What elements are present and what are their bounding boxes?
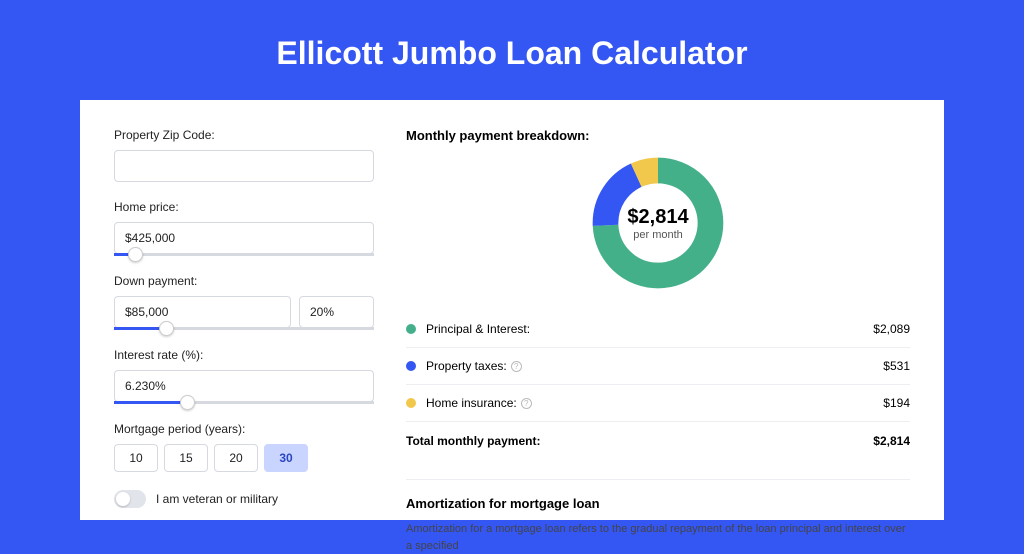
form-column: Property Zip Code: Home price: Down paym… xyxy=(114,128,374,520)
legend-label: Property taxes:? xyxy=(426,359,883,373)
legend-value: $194 xyxy=(883,396,910,410)
total-value: $2,814 xyxy=(873,434,910,448)
page-title: Ellicott Jumbo Loan Calculator xyxy=(0,0,1024,100)
legend-dot xyxy=(406,324,416,334)
period-field: Mortgage period (years): 10152030 xyxy=(114,422,374,472)
info-icon[interactable]: ? xyxy=(521,398,532,409)
rate-slider-thumb[interactable] xyxy=(180,395,195,410)
rate-label: Interest rate (%): xyxy=(114,348,374,362)
rate-field: Interest rate (%): xyxy=(114,348,374,404)
info-icon[interactable]: ? xyxy=(511,361,522,372)
down-amount-input[interactable] xyxy=(114,296,291,328)
donut-sub: per month xyxy=(633,229,683,241)
rate-slider[interactable] xyxy=(114,401,374,404)
veteran-toggle[interactable] xyxy=(114,490,146,508)
down-slider[interactable] xyxy=(114,327,374,330)
down-field: Down payment: xyxy=(114,274,374,330)
legend: Principal & Interest:$2,089Property taxe… xyxy=(406,311,910,421)
legend-label: Principal & Interest: xyxy=(426,322,873,336)
veteran-label: I am veteran or military xyxy=(156,492,278,506)
breakdown-title: Monthly payment breakdown: xyxy=(406,128,910,143)
amortization-text: Amortization for a mortgage loan refers … xyxy=(406,521,910,554)
period-btn-20[interactable]: 20 xyxy=(214,444,258,472)
price-label: Home price: xyxy=(114,200,374,214)
donut-amount: $2,814 xyxy=(627,206,688,229)
period-btn-30[interactable]: 30 xyxy=(264,444,308,472)
legend-row: Home insurance:?$194 xyxy=(406,384,910,421)
total-row: Total monthly payment: $2,814 xyxy=(406,421,910,459)
legend-label: Home insurance:? xyxy=(426,396,883,410)
down-pct-input[interactable] xyxy=(299,296,374,328)
calculator-card: Property Zip Code: Home price: Down paym… xyxy=(80,100,944,520)
amortization-title: Amortization for mortgage loan xyxy=(406,496,910,511)
payment-donut-chart: $2,814 per month xyxy=(588,153,728,293)
price-slider[interactable] xyxy=(114,253,374,256)
legend-row: Property taxes:?$531 xyxy=(406,347,910,384)
price-input[interactable] xyxy=(114,222,374,254)
rate-input[interactable] xyxy=(114,370,374,402)
period-buttons: 10152030 xyxy=(114,444,374,472)
price-slider-thumb[interactable] xyxy=(128,247,143,262)
zip-input[interactable] xyxy=(114,150,374,182)
veteran-row: I am veteran or military xyxy=(114,490,374,508)
breakdown-column: Monthly payment breakdown: $2,814 per mo… xyxy=(406,128,910,520)
down-slider-thumb[interactable] xyxy=(159,321,174,336)
period-btn-10[interactable]: 10 xyxy=(114,444,158,472)
period-btn-15[interactable]: 15 xyxy=(164,444,208,472)
zip-field: Property Zip Code: xyxy=(114,128,374,182)
price-field: Home price: xyxy=(114,200,374,256)
legend-dot xyxy=(406,398,416,408)
amortization-section: Amortization for mortgage loan Amortizat… xyxy=(406,479,910,554)
down-label: Down payment: xyxy=(114,274,374,288)
legend-value: $2,089 xyxy=(873,322,910,336)
donut-wrap: $2,814 per month xyxy=(406,153,910,293)
legend-dot xyxy=(406,361,416,371)
total-label: Total monthly payment: xyxy=(406,434,873,448)
legend-row: Principal & Interest:$2,089 xyxy=(406,311,910,347)
legend-value: $531 xyxy=(883,359,910,373)
period-label: Mortgage period (years): xyxy=(114,422,374,436)
zip-label: Property Zip Code: xyxy=(114,128,374,142)
